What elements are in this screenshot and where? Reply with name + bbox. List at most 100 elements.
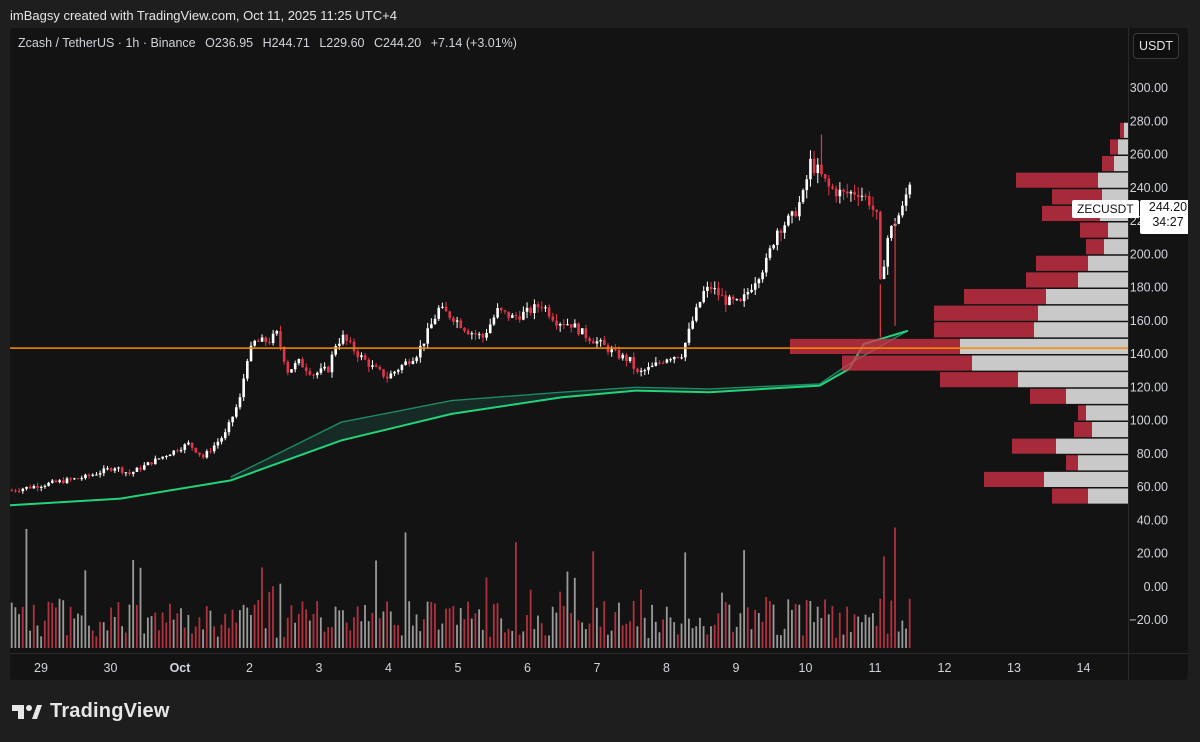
- volume-bar: [290, 605, 293, 648]
- volume-bar: [132, 560, 135, 648]
- volume-profile-down: [1012, 438, 1056, 454]
- candle-body: [58, 480, 61, 483]
- candle-body: [106, 468, 109, 470]
- time-scale[interactable]: [10, 653, 1128, 680]
- candle-body: [194, 447, 198, 453]
- volume-bar: [330, 627, 333, 648]
- volume-bar: [422, 619, 425, 648]
- candle-body: [595, 341, 599, 344]
- volume-bar: [489, 636, 492, 648]
- candle-body: [154, 458, 157, 465]
- candle-body: [823, 174, 827, 179]
- time-tick-label: Oct: [170, 661, 192, 675]
- volume-profile-down: [1066, 455, 1078, 471]
- volume-bar: [165, 622, 168, 648]
- candle-body: [787, 215, 790, 226]
- volume-bar: [176, 613, 179, 648]
- volume-bar: [323, 631, 326, 648]
- volume-bar: [824, 599, 826, 648]
- volume-bar: [456, 624, 458, 648]
- volume-bar: [699, 617, 701, 648]
- candle-body: [444, 306, 448, 312]
- candle-body: [205, 451, 209, 458]
- candle-body: [117, 467, 120, 469]
- currency-button[interactable]: USDT: [1133, 33, 1179, 59]
- volume-profile-down: [934, 305, 1038, 321]
- candle-body: [238, 397, 242, 408]
- volume-profile-up: [1056, 438, 1128, 454]
- volume-bar: [261, 567, 263, 648]
- volume-bar: [441, 623, 444, 648]
- volume-bar: [717, 613, 720, 648]
- candle-body: [235, 407, 238, 417]
- candle-body: [499, 307, 503, 311]
- volume-bar: [802, 635, 804, 648]
- volume-bar: [21, 606, 24, 648]
- candle-body: [437, 307, 441, 319]
- volume-bar: [279, 583, 282, 648]
- candle-body: [661, 362, 665, 364]
- volume-bar: [172, 619, 175, 648]
- volume-bar: [710, 626, 712, 648]
- candle-body: [201, 454, 205, 458]
- time-tick-label: 3: [316, 661, 323, 675]
- price-scale[interactable]: [1128, 28, 1188, 653]
- candle-body: [275, 331, 279, 334]
- candle-body: [150, 462, 153, 465]
- candle-body: [257, 340, 260, 342]
- volume-bar: [297, 613, 300, 648]
- candle-body: [650, 365, 654, 368]
- volume-bar: [680, 623, 683, 648]
- candle-body: [470, 333, 474, 335]
- candle-body: [503, 310, 507, 312]
- candle-body: [120, 467, 124, 473]
- volume-bar: [603, 601, 606, 648]
- price-chart[interactable]: 300.00280.00260.00240.00220.00200.00180.…: [10, 28, 1188, 680]
- candle-body: [400, 365, 404, 371]
- candle-body: [80, 478, 84, 480]
- volume-bar: [676, 634, 679, 648]
- candle-body: [639, 370, 643, 372]
- volume-bar: [607, 634, 609, 648]
- candle-body: [356, 351, 360, 358]
- volume-bar: [842, 634, 845, 648]
- candle-body: [750, 289, 753, 292]
- candle-body: [658, 362, 661, 364]
- symbol-name: Zcash / TetherUS · 1h · Binance: [18, 36, 196, 50]
- chart-panel[interactable]: 300.00280.00260.00240.00220.00200.00180.…: [10, 28, 1188, 680]
- candle-body: [315, 372, 319, 376]
- volume-profile-down: [1120, 122, 1124, 138]
- volume-bar: [275, 637, 278, 648]
- candle-body: [102, 468, 106, 474]
- volume-bars: [10, 527, 911, 648]
- volume-bar: [257, 600, 260, 648]
- volume-bar: [665, 606, 668, 648]
- tradingview-logo[interactable]: TradingView: [12, 700, 170, 723]
- candle-body: [142, 465, 146, 470]
- candle-body: [113, 468, 117, 471]
- volume-profile-down: [1078, 405, 1086, 421]
- volume-bar: [724, 601, 727, 648]
- candle-body: [176, 450, 179, 452]
- candle-body: [212, 445, 216, 452]
- volume-bar: [735, 626, 738, 648]
- candle-body: [198, 452, 201, 455]
- candle-body: [183, 444, 187, 450]
- volume-bar: [150, 616, 153, 648]
- volume-bar: [492, 603, 495, 648]
- volume-bar: [809, 600, 812, 648]
- candle-body: [492, 317, 496, 325]
- candle-body: [551, 316, 555, 321]
- volume-bar: [813, 622, 815, 648]
- candle-body: [783, 225, 786, 233]
- time-tick-label: 5: [455, 661, 462, 675]
- candle-body: [908, 184, 912, 195]
- volume-bar: [216, 636, 219, 648]
- candle-body: [91, 474, 95, 476]
- volume-bar: [849, 632, 852, 648]
- volume-bar: [853, 614, 856, 648]
- candle-body: [223, 432, 227, 439]
- candle-body: [216, 441, 220, 446]
- volume-profile-down: [1036, 255, 1088, 271]
- candle-body: [779, 230, 783, 233]
